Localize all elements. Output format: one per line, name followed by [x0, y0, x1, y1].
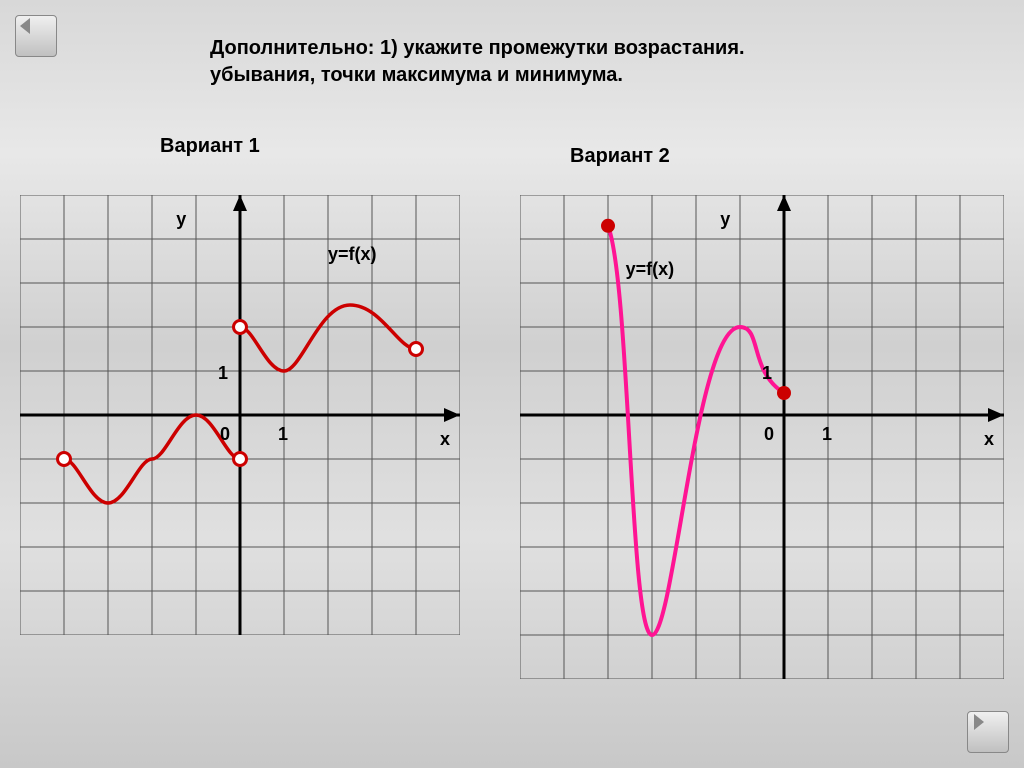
chart2: у х 0 1 1 у=f(x) — [520, 195, 1004, 679]
svg-text:1: 1 — [822, 424, 832, 444]
task-line2: убывания, точки максимума и минимума. — [210, 64, 623, 86]
svg-text:у=f(x): у=f(x) — [626, 259, 675, 279]
chevron-left-icon — [16, 16, 36, 36]
chart2-svg: у х 0 1 1 у=f(x) — [520, 195, 1004, 679]
svg-text:у=f(x): у=f(x) — [328, 244, 377, 264]
variant2-label: Вариант 2 — [570, 145, 670, 168]
task-line1: Дополнительно: 1) укажите промежутки воз… — [210, 37, 745, 59]
chart1: у х 0 1 1 у=f(x) — [20, 195, 460, 635]
svg-text:х: х — [984, 429, 994, 449]
svg-text:у: у — [176, 209, 186, 229]
task-text: Дополнительно: 1) укажите промежутки воз… — [210, 35, 860, 89]
svg-text:у: у — [720, 209, 730, 229]
next-button[interactable] — [967, 711, 1009, 753]
variant1-label: Вариант 1 — [160, 135, 260, 158]
svg-text:1: 1 — [278, 424, 288, 444]
chevron-right-icon — [968, 712, 988, 732]
svg-text:1: 1 — [762, 363, 772, 383]
prev-button[interactable] — [15, 15, 57, 57]
svg-text:0: 0 — [220, 424, 230, 444]
svg-text:х: х — [440, 429, 450, 449]
chart1-svg: у х 0 1 1 у=f(x) — [20, 195, 460, 635]
svg-text:1: 1 — [218, 363, 228, 383]
svg-text:0: 0 — [764, 424, 774, 444]
